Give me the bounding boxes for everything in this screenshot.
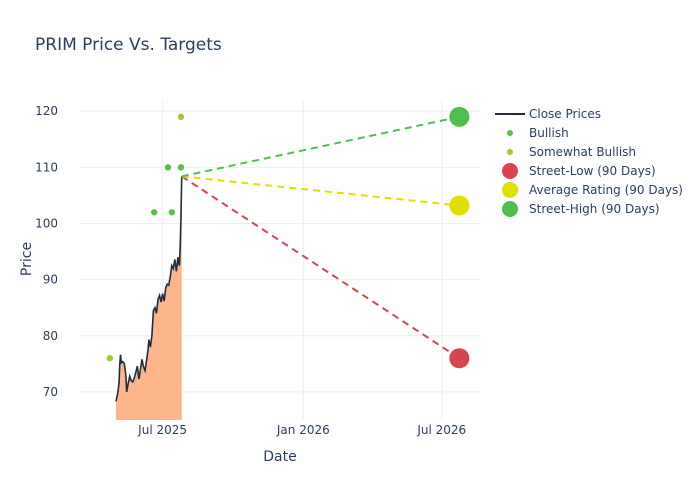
y-tick-label: 90 [43, 273, 58, 287]
legend-item[interactable]: Close Prices [495, 107, 601, 121]
legend-swatch-marker [502, 201, 518, 217]
y-tick-label: 110 [35, 160, 58, 174]
legend-label: Street-Low (90 Days) [529, 164, 656, 178]
x-axis-ticks: Jul 2025 Jan 2026 Jul 2026 [137, 423, 466, 437]
target-marker [449, 106, 470, 127]
gridlines [80, 100, 480, 420]
y-tick-label: 70 [43, 385, 58, 399]
rating-point [177, 164, 185, 171]
chart-title: PRIM Price Vs. Targets [35, 35, 222, 55]
y-tick-label: 80 [43, 329, 58, 343]
plot-area [106, 106, 470, 420]
x-tick-label: Jul 2025 [137, 423, 187, 437]
legend-item[interactable]: Average Rating (90 Days) [502, 182, 683, 198]
legend-swatch-dot [507, 130, 513, 136]
legend-label: Close Prices [529, 107, 601, 121]
rating-point [150, 209, 158, 216]
x-tick-label: Jan 2026 [276, 423, 330, 437]
target-marker [449, 348, 470, 369]
legend-label: Street-High (90 Days) [529, 202, 660, 216]
legend-item[interactable]: Somewhat Bullish [507, 145, 636, 159]
legend-label: Bullish [529, 126, 569, 140]
rating-point [106, 355, 114, 362]
y-axis-title: Price [19, 242, 35, 276]
target-line [181, 175, 460, 360]
legend-swatch-dot [507, 149, 513, 155]
y-tick-label: 100 [35, 217, 58, 231]
legend-item[interactable]: Bullish [507, 126, 569, 140]
close-price-line [115, 176, 183, 402]
legend-swatch-marker [502, 163, 518, 179]
rating-point [177, 113, 185, 121]
y-tick-label: 120 [35, 104, 58, 118]
legend-item[interactable]: Street-High (90 Days) [502, 201, 660, 217]
legend-label: Somewhat Bullish [529, 145, 636, 159]
target-marker [449, 195, 470, 216]
legend-swatch-marker [502, 182, 518, 198]
rating-point [168, 209, 175, 216]
rating-point [164, 164, 172, 171]
close-price-area [115, 176, 182, 420]
legend-label: Average Rating (90 Days) [529, 183, 683, 197]
y-axis-ticks: 70 80 90 100 110 120 [35, 104, 58, 399]
x-axis-title: Date [263, 449, 296, 465]
target-line [181, 175, 460, 207]
x-tick-label: Jul 2026 [416, 423, 466, 437]
legend-item[interactable]: Street-Low (90 Days) [502, 163, 656, 179]
legend[interactable]: Close Prices Bullish Somewhat Bullish Stree… [495, 107, 683, 217]
